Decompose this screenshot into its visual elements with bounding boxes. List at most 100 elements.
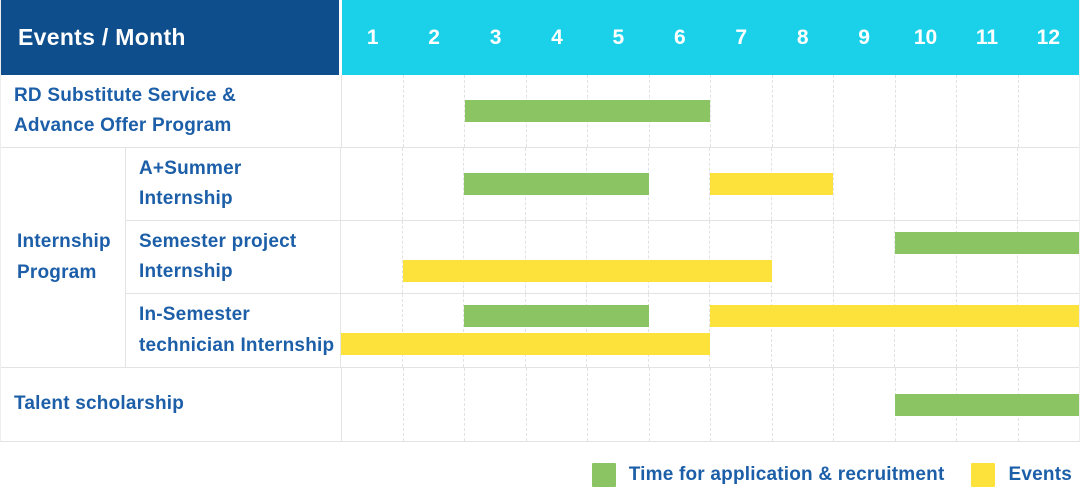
- bar-a-summer-event: [710, 173, 833, 195]
- month-header-cell: 1: [366, 25, 379, 49]
- month-gridline: [588, 368, 650, 441]
- chart-cell-in-semester: [341, 294, 1079, 367]
- chart-cell-semester-project: [341, 221, 1079, 293]
- month-gridline: [403, 148, 465, 220]
- month-header-cell: 5: [612, 25, 625, 49]
- month-gridline: [834, 221, 896, 293]
- month-header-cell: 8: [796, 25, 809, 49]
- chart-cell-talent-scholarship: [342, 368, 1079, 441]
- application-swatch-icon: [591, 463, 616, 487]
- row-talent-scholarship: Talent scholarship: [1, 368, 1079, 441]
- month-gridline: [342, 368, 404, 441]
- month-gridline: [957, 221, 1019, 293]
- internship-program-subrows: A+Summer Internship Semester project Int…: [126, 148, 1079, 367]
- month-gridline: [710, 221, 773, 293]
- bar-rd-substitute-application: [464, 100, 711, 122]
- row-a-summer: A+Summer Internship: [126, 148, 1079, 221]
- month-grid: [341, 221, 1079, 293]
- month-gridline: [650, 368, 711, 441]
- month-gridline: [772, 221, 834, 293]
- month-gridline: [587, 221, 649, 293]
- row-label-in-semester: In-Semester technician Internship: [126, 294, 341, 367]
- month-header-cell: 2: [428, 25, 440, 49]
- month-gridline: [957, 75, 1019, 147]
- row-semester-project: Semester project Internship: [126, 221, 1079, 294]
- gantt-table: Events / Month 1 2 3 4 5 6 7 8 9 10 11 12 RD Substi…: [0, 0, 1080, 442]
- legend-label-events: Events: [1008, 464, 1072, 485]
- month-gridline: [649, 148, 711, 220]
- month-gridline: [404, 368, 465, 441]
- row-label-text: In-Semester technician Internship: [139, 304, 335, 356]
- month-header-cell: 9: [858, 25, 870, 49]
- row-label-a-summer: A+Summer Internship: [126, 148, 341, 220]
- month-gridline: [403, 294, 465, 367]
- legend-item-application: Time for application & recruitment: [591, 463, 945, 487]
- month-gridline: [464, 221, 526, 293]
- month-header-cell: 11: [975, 25, 999, 49]
- month-gridline: [1019, 75, 1080, 147]
- month-gridline: [711, 368, 773, 441]
- bar-in-semester-event: [341, 333, 710, 355]
- month-gridline: [1018, 148, 1079, 220]
- bar-talent-scholarship-application: [894, 393, 1079, 416]
- month-gridline: [711, 75, 773, 147]
- month-gridline: [464, 294, 526, 367]
- month-gridline: [649, 294, 711, 367]
- legend-item-events: Events: [971, 463, 1072, 487]
- month-gridline: [465, 368, 527, 441]
- row-label-text: Semester project Internship: [139, 230, 297, 282]
- row-label-text: A+Summer Internship: [139, 157, 242, 209]
- row-label-internship-program: Internship Program: [1, 148, 126, 367]
- month-gridline: [649, 221, 711, 293]
- month-gridline: [773, 368, 834, 441]
- month-grid: [342, 75, 1079, 147]
- group-label-text: Internship Program: [17, 231, 111, 283]
- month-gridline: [957, 294, 1019, 367]
- row-rd-substitute: RD Substitute Service & Advance Offer Pr…: [1, 75, 1079, 148]
- bar-in-semester-application: [464, 305, 649, 327]
- month-header-row: 1 2 3 4 5 6 7 8 9 10 11 12: [342, 0, 1079, 75]
- month-gridline: [834, 75, 896, 147]
- month-gridline: [526, 221, 588, 293]
- events-swatch-icon: [971, 463, 996, 487]
- month-gridline: [650, 75, 711, 147]
- month-gridline: [403, 221, 465, 293]
- month-grid: [341, 294, 1079, 367]
- row-in-semester: In-Semester technician Internship: [126, 294, 1079, 367]
- month-gridline: [341, 221, 403, 293]
- bar-in-semester-event: [710, 305, 1079, 327]
- row-label-text: RD Substitute Service & Advance Offer Pr…: [14, 84, 237, 136]
- chart-cell-rd-substitute: [342, 75, 1079, 147]
- month-gridline: [342, 75, 404, 147]
- month-gridline: [834, 294, 896, 367]
- month-header-cell: 10: [913, 25, 938, 49]
- month-gridline: [710, 294, 773, 367]
- month-gridline: [895, 221, 957, 293]
- row-label-rd-substitute: RD Substitute Service & Advance Offer Pr…: [1, 75, 342, 147]
- month-gridline: [895, 148, 957, 220]
- chart-cell-a-summer: [341, 148, 1079, 220]
- month-gridline: [341, 294, 403, 367]
- row-label-talent-scholarship: Talent scholarship: [1, 368, 342, 441]
- month-gridline: [587, 294, 649, 367]
- bar-a-summer-application: [464, 173, 649, 195]
- row-label-semester-project: Semester project Internship: [126, 221, 341, 293]
- month-header-cell: 7: [735, 25, 748, 49]
- month-gridline: [404, 75, 465, 147]
- month-gridline: [834, 368, 896, 441]
- month-header-cell: 3: [489, 25, 502, 49]
- legend: Time for application & recruitment Event…: [0, 463, 1080, 487]
- table-header-row: Events / Month 1 2 3 4 5 6 7 8 9 10 11 12: [1, 0, 1079, 75]
- row-label-text: Talent scholarship: [14, 393, 185, 415]
- month-gridline: [957, 148, 1019, 220]
- bar-semester-project-application: [894, 232, 1079, 254]
- month-header-cell: 6: [673, 25, 686, 49]
- month-gridline: [896, 75, 957, 147]
- events-month-header: Events / Month: [1, 0, 342, 75]
- month-header-cell: 4: [551, 25, 563, 49]
- month-gridline: [773, 75, 834, 147]
- month-gridline: [341, 148, 403, 220]
- month-header-cell: 12: [1036, 25, 1061, 49]
- internship-program-group: Internship Program A+Summer Internship S…: [1, 148, 1079, 368]
- month-gridline: [527, 368, 588, 441]
